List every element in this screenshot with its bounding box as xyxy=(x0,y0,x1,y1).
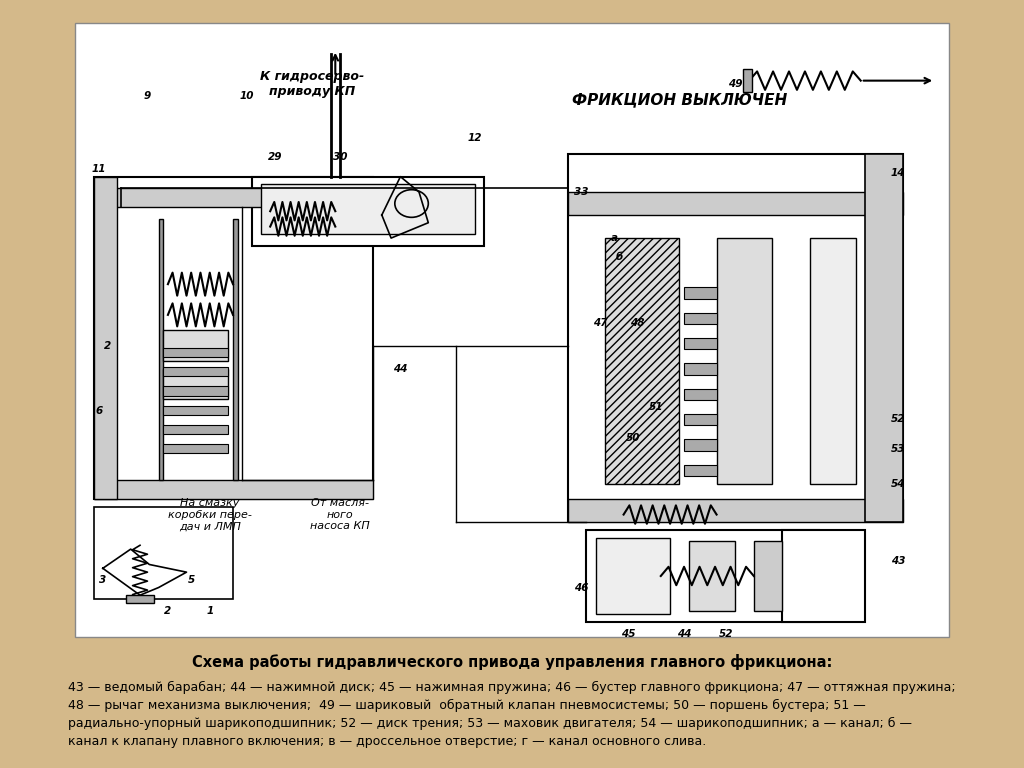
Text: 9: 9 xyxy=(143,91,152,101)
Text: На смазку
коробки пере-
дач и ЛМП: На смазку коробки пере- дач и ЛМП xyxy=(168,498,252,531)
Bar xyxy=(163,425,228,434)
Text: 47: 47 xyxy=(593,317,607,328)
Text: От масля-
ного
насоса КП: От масля- ного насоса КП xyxy=(310,498,370,531)
Text: 46: 46 xyxy=(574,582,589,593)
Bar xyxy=(567,499,902,522)
Text: 49: 49 xyxy=(728,79,742,90)
Bar xyxy=(567,192,902,215)
Bar xyxy=(684,439,717,451)
Bar xyxy=(684,287,717,299)
Bar xyxy=(754,541,781,611)
Bar xyxy=(93,177,373,499)
Text: 5: 5 xyxy=(187,574,195,585)
Bar xyxy=(684,414,717,425)
Bar xyxy=(126,595,154,603)
Text: 3: 3 xyxy=(99,574,106,585)
Bar xyxy=(163,444,228,453)
Bar xyxy=(163,369,228,399)
Text: 51: 51 xyxy=(649,402,664,412)
Bar xyxy=(233,219,238,480)
Bar xyxy=(781,530,865,622)
Bar xyxy=(865,154,902,522)
Text: a: a xyxy=(610,233,617,243)
Bar xyxy=(689,541,735,611)
Text: 52: 52 xyxy=(719,628,733,639)
Bar xyxy=(684,465,717,476)
Text: ФРИКЦИОН ВЫКЛЮЧЕН: ФРИКЦИОН ВЫКЛЮЧЕН xyxy=(571,92,787,108)
Bar xyxy=(93,480,373,499)
Bar xyxy=(684,389,717,400)
Text: К гидросерво-
приводу КП: К гидросерво- приводу КП xyxy=(260,71,365,98)
Bar xyxy=(163,330,228,361)
Text: 43 — ведомый барабан; 44 — нажимной диск; 45 — нажимная пружина; 46 — бустер гла: 43 — ведомый барабан; 44 — нажимной диск… xyxy=(69,680,955,748)
Text: Схема работы гидравлического привода управления главного фрикциона:: Схема работы гидравлического привода упр… xyxy=(191,654,833,670)
Text: 45: 45 xyxy=(621,628,636,639)
Bar xyxy=(261,184,475,234)
Text: 2: 2 xyxy=(164,605,172,616)
Text: 12: 12 xyxy=(468,133,482,144)
Bar xyxy=(93,177,117,499)
Text: б: б xyxy=(615,252,623,263)
Text: 10: 10 xyxy=(240,91,254,101)
Text: 53: 53 xyxy=(891,444,905,455)
Bar xyxy=(742,69,752,92)
Text: 44: 44 xyxy=(677,628,691,639)
Bar xyxy=(93,507,233,599)
Bar xyxy=(717,238,772,484)
Text: 33: 33 xyxy=(574,187,589,197)
Bar xyxy=(684,363,717,375)
Text: 29: 29 xyxy=(267,152,282,163)
Text: 54: 54 xyxy=(891,478,905,489)
Bar xyxy=(605,238,679,484)
Text: 11: 11 xyxy=(92,164,106,174)
Text: 52: 52 xyxy=(891,413,905,424)
Bar xyxy=(684,338,717,349)
FancyBboxPatch shape xyxy=(75,23,949,637)
Bar xyxy=(163,348,228,357)
Bar xyxy=(163,367,228,376)
Bar xyxy=(252,177,484,246)
Text: 14: 14 xyxy=(891,167,905,178)
Bar xyxy=(567,154,902,522)
Bar xyxy=(93,188,373,207)
Bar xyxy=(159,219,163,480)
Text: 43: 43 xyxy=(891,555,905,566)
Text: 1: 1 xyxy=(206,605,213,616)
Bar xyxy=(163,406,228,415)
Text: 44: 44 xyxy=(393,363,408,374)
Bar xyxy=(163,386,228,396)
Text: 30: 30 xyxy=(333,152,347,163)
Bar xyxy=(596,538,670,614)
Bar xyxy=(587,530,819,622)
Text: 50: 50 xyxy=(626,432,640,443)
Bar xyxy=(810,238,856,484)
Text: 48: 48 xyxy=(631,317,645,328)
Text: 2: 2 xyxy=(103,340,111,351)
Text: 6: 6 xyxy=(95,406,102,416)
Bar xyxy=(684,313,717,324)
